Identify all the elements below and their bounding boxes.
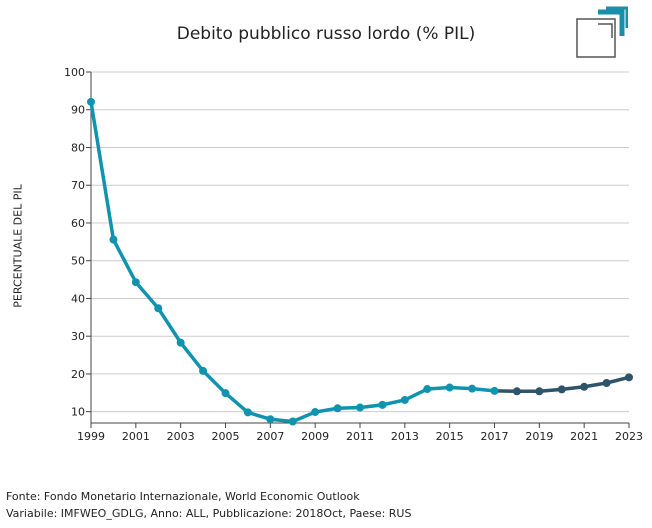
data-point <box>535 387 544 396</box>
x-tick-label: 2019 <box>525 430 553 443</box>
y-tick-label: 90 <box>71 104 85 117</box>
x-tick-label: 1999 <box>77 430 105 443</box>
data-point <box>266 415 275 424</box>
y-tick-label: 30 <box>71 330 85 343</box>
data-point <box>243 408 252 417</box>
y-tick-label: 70 <box>71 179 85 192</box>
data-point <box>580 382 589 391</box>
data-point <box>423 385 432 394</box>
data-point <box>288 417 297 426</box>
data-points <box>87 97 633 426</box>
data-point <box>131 278 140 287</box>
x-tick-label: 2005 <box>212 430 240 443</box>
x-tick-label: 2013 <box>391 430 419 443</box>
data-point <box>557 385 566 394</box>
data-point <box>176 338 185 347</box>
data-point <box>199 366 208 375</box>
grid-lines <box>91 71 629 413</box>
chart-title: Debito pubblico russo lordo (% PIL) <box>176 24 476 44</box>
data-point <box>221 389 230 398</box>
tick-labels: 10 20 30 40 50 60 70 80 90 100 1999 2001 2003 2005 200… <box>64 66 643 443</box>
data-point <box>400 395 409 404</box>
data-point <box>468 384 477 393</box>
data-point <box>602 378 611 387</box>
y-tick-label: 20 <box>71 368 85 381</box>
data-point <box>512 387 521 396</box>
data-point <box>378 400 387 409</box>
y-axis-label: PERCENTUALE DEL PIL <box>11 184 25 308</box>
y-tick-label: 50 <box>71 255 85 268</box>
x-tick-label: 2011 <box>346 430 374 443</box>
data-point <box>490 386 499 395</box>
y-tick-label: 10 <box>71 406 85 419</box>
variable-note: Variabile: IMFWEO_GDLG, Anno: ALL, Pubbl… <box>6 507 412 520</box>
x-tick-label: 2001 <box>122 430 150 443</box>
x-tick-label: 2007 <box>256 430 284 443</box>
x-tick-label: 2023 <box>615 430 643 443</box>
x-tick-label: 2003 <box>167 430 195 443</box>
data-point <box>625 373 633 382</box>
y-tick-label: 60 <box>71 217 85 230</box>
y-tick-label: 40 <box>71 292 85 305</box>
source-note: Fonte: Fondo Monetario Internazionale, W… <box>6 490 360 503</box>
data-point <box>154 304 163 313</box>
y-tick-label: 80 <box>71 141 85 154</box>
x-tick-label: 2015 <box>436 430 464 443</box>
corner-brackets-logo <box>576 6 628 58</box>
data-point <box>356 403 364 412</box>
x-tick-label: 2009 <box>301 430 329 443</box>
x-tick-label: 2021 <box>570 430 598 443</box>
data-point <box>311 408 320 417</box>
y-tick-label: 100 <box>64 66 85 79</box>
data-point <box>109 235 118 244</box>
data-point <box>333 404 342 413</box>
axes <box>86 71 630 428</box>
data-point <box>87 97 95 106</box>
data-point <box>445 383 454 392</box>
x-tick-label: 2017 <box>481 430 509 443</box>
